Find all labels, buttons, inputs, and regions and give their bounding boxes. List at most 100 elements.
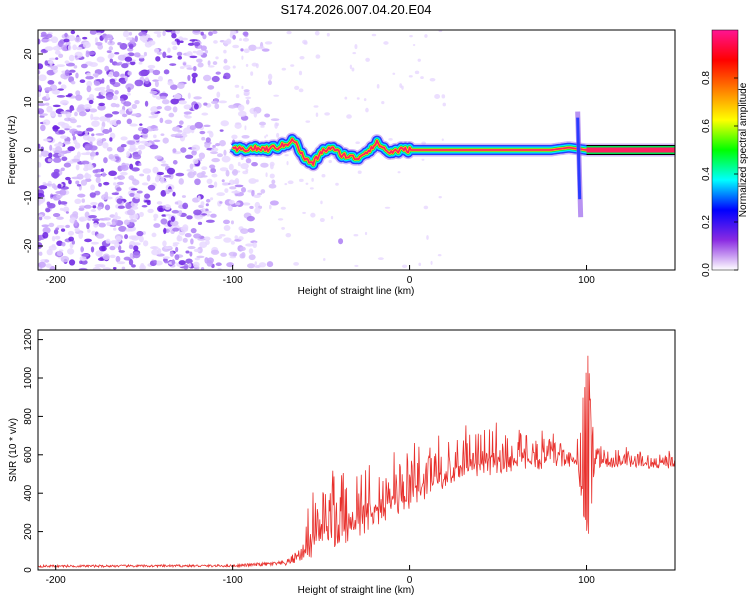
noise-speckle (228, 163, 234, 171)
figure-title: S174.2026.007.04.20.E04 (280, 2, 431, 17)
noise-speckle (56, 240, 63, 247)
noise-speckle (245, 99, 250, 105)
noise-speckle (232, 65, 236, 69)
noise-speckle (75, 46, 83, 51)
noise-speckle (269, 200, 279, 206)
noise-speckle (434, 93, 441, 99)
noise-speckle (116, 261, 126, 265)
noise-speckle (248, 44, 257, 51)
noise-speckle (78, 267, 88, 270)
noise-speckle (176, 51, 183, 57)
noise-speckle (204, 210, 212, 214)
noise-speckle (161, 99, 170, 105)
noise-speckle (159, 95, 167, 100)
noise-speckle (213, 181, 218, 188)
snr-x-tick-label: 100 (578, 575, 595, 586)
noise-speckle (218, 100, 228, 104)
noise-speckle (219, 167, 229, 172)
noise-speckle (40, 150, 50, 157)
noise-speckle (211, 173, 218, 178)
noise-speckle (38, 103, 46, 107)
noise-speckle (245, 63, 249, 67)
noise-speckle (75, 72, 79, 79)
noise-speckle (153, 213, 159, 219)
noise-speckle (194, 121, 204, 129)
noise-speckle (260, 162, 269, 168)
noise-speckle (414, 70, 420, 75)
noise-speckle (183, 111, 192, 115)
noise-speckle (76, 125, 82, 128)
noise-speckle (248, 178, 257, 184)
noise-speckle (85, 75, 94, 80)
noise-speckle (228, 251, 238, 257)
noise-speckle (89, 192, 96, 198)
noise-speckle (160, 190, 167, 197)
noise-speckle (269, 173, 275, 179)
noise-speckle (212, 61, 218, 66)
noise-speckle (118, 225, 127, 232)
snr-series-line (38, 355, 675, 569)
noise-speckle (221, 179, 225, 183)
noise-speckle (45, 33, 53, 39)
noise-speckle (89, 108, 98, 113)
noise-speckle (242, 202, 251, 206)
noise-speckle (326, 32, 330, 37)
colorbar-tick-label: 0.2 (701, 215, 712, 229)
colorbar-tick-label: 0.4 (701, 167, 712, 181)
noise-speckle (205, 219, 215, 223)
noise-speckle (420, 76, 424, 80)
snr-x-tick-label: -100 (223, 575, 243, 586)
noise-speckle (38, 74, 47, 82)
noise-speckle (120, 171, 128, 176)
noise-speckle (116, 119, 122, 125)
noise-speckle (260, 189, 266, 194)
noise-speckle (239, 246, 246, 252)
noise-speckle (168, 172, 174, 180)
noise-speckle (153, 48, 160, 54)
noise-speckle (109, 254, 116, 259)
noise-speckle (54, 50, 61, 55)
noise-speckle (42, 138, 52, 142)
noise-speckle (63, 140, 71, 145)
noise-speckle (54, 235, 61, 240)
noise-speckle (192, 65, 197, 72)
noise-speckle (187, 74, 191, 81)
noise-speckle (185, 258, 193, 264)
noise-speckle (92, 116, 100, 121)
noise-speckle (265, 172, 268, 178)
noise-speckle (210, 213, 217, 218)
noise-speckle (164, 119, 173, 124)
noise-speckle (74, 227, 80, 232)
noise-speckle (51, 171, 60, 179)
noise-speckle (116, 187, 122, 192)
noise-speckle (61, 156, 68, 162)
noise-speckle (57, 183, 62, 189)
noise-speckle (60, 135, 68, 139)
noise-speckle (200, 31, 204, 36)
noise-speckle (229, 186, 237, 190)
noise-speckle (104, 113, 113, 118)
noise-speckle (120, 79, 127, 85)
noise-speckle (131, 103, 138, 110)
noise-speckle (175, 30, 180, 34)
noise-speckle (98, 182, 102, 187)
noise-speckle (42, 226, 51, 234)
noise-speckle (162, 137, 169, 144)
noise-speckle (138, 70, 147, 77)
noise-speckle (63, 38, 70, 43)
noise-speckle (437, 253, 442, 257)
noise-speckle (162, 51, 167, 59)
noise-speckle (71, 158, 81, 163)
noise-speckle (223, 65, 231, 71)
noise-speckle (214, 235, 223, 240)
noise-speckle (438, 196, 442, 199)
noise-speckle (169, 63, 177, 66)
noise-speckle (146, 200, 151, 206)
noise-speckle (67, 34, 76, 42)
noise-speckle (232, 44, 240, 49)
noise-speckle (81, 198, 86, 203)
noise-speckle (237, 110, 247, 117)
noise-speckle (74, 219, 78, 227)
noise-speckle (40, 146, 45, 153)
noise-speckle (351, 67, 355, 72)
